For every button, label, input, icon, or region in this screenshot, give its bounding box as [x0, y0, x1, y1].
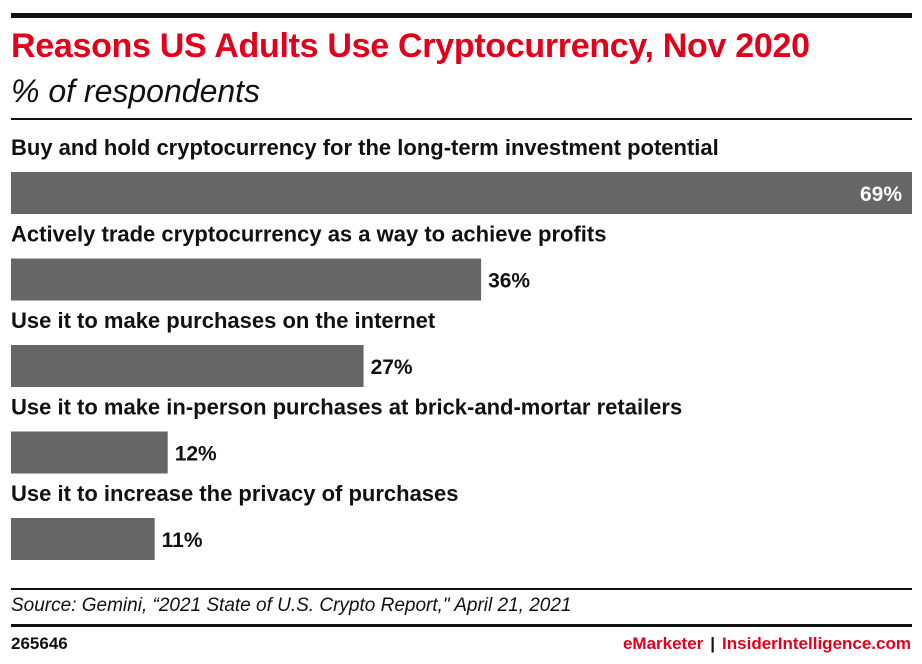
brand-insider-intelligence[interactable]: InsiderIntelligence.com — [722, 634, 911, 653]
chart-title: Reasons US Adults Use Cryptocurrency, No… — [11, 27, 810, 65]
bar — [11, 172, 912, 214]
chart-subtitle: % of respondents — [11, 73, 261, 109]
brand-footer: eMarketer | InsiderIntelligence.com — [623, 633, 911, 655]
category-label: Use it to make in-person purchases at br… — [11, 395, 682, 420]
bar — [11, 431, 168, 474]
category-label: Buy and hold cryptocurrency for the long… — [11, 135, 719, 160]
category-label: Use it to increase the privacy of purcha… — [11, 481, 459, 506]
header-rule — [11, 118, 912, 120]
value-label: 36% — [488, 270, 530, 293]
top-rule — [11, 13, 912, 18]
value-label: 27% — [371, 356, 413, 379]
value-label: 11% — [162, 529, 203, 552]
footer-rule — [11, 624, 912, 627]
value-label: 69% — [860, 183, 902, 206]
bar — [11, 518, 155, 560]
source-rule — [11, 588, 912, 590]
brand-emarketer[interactable]: eMarketer — [622, 634, 704, 653]
category-label: Actively trade cryptocurrency as a way t… — [11, 222, 606, 247]
value-label: 12% — [175, 443, 217, 466]
category-label: Use it to make purchases on the internet — [11, 308, 436, 333]
chart-id: 265646 — [11, 634, 68, 653]
bar — [11, 345, 364, 387]
source-note: Source: Gemini, “2021 State of U.S. Cryp… — [11, 595, 572, 616]
brand-separator: | — [710, 634, 716, 653]
bar — [11, 258, 482, 301]
